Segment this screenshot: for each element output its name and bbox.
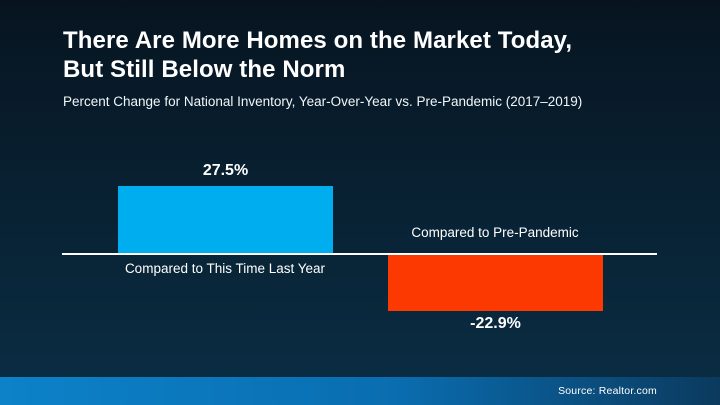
bar-last-year: [118, 186, 333, 253]
bar-pre-pandemic: [388, 255, 603, 311]
bar-label-pre-pandemic: Compared to Pre-Pandemic: [411, 225, 579, 240]
chart-subtitle: Percent Change for National Inventory, Y…: [63, 94, 583, 109]
chart-title: There Are More Homes on the Market Today…: [63, 26, 683, 84]
source-attribution: Source: Realtor.com: [558, 385, 657, 397]
footer-accent-bar: Source: Realtor.com: [0, 377, 720, 405]
bar-value-positive: 27.5%: [202, 162, 249, 179]
header: There Are More Homes on the Market Today…: [63, 26, 683, 110]
bar-value-negative: -22.9%: [470, 315, 521, 332]
chart-title-line1: There Are More Homes on the Market Today…: [63, 27, 573, 54]
zero-axis-line: [62, 253, 657, 255]
bar-label-last-year: Compared to This Time Last Year: [124, 261, 326, 276]
chart-title-line2: But Still Below the Norm: [63, 56, 346, 83]
